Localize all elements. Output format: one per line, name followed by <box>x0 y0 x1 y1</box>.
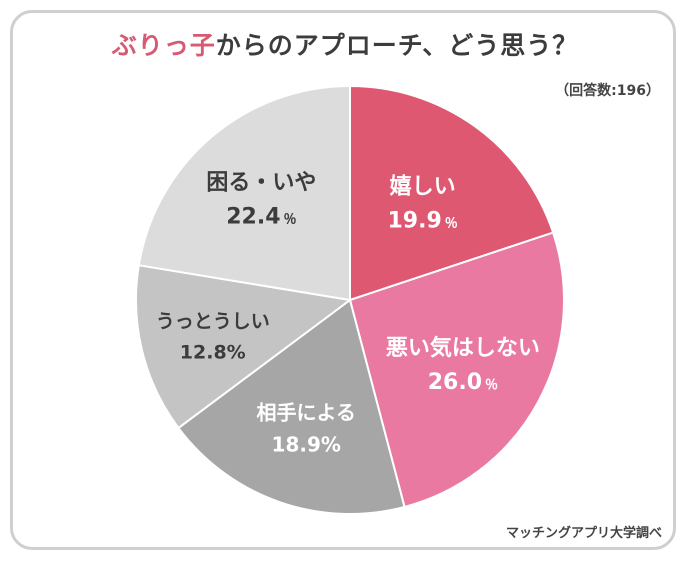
slice-value: 18.9% <box>272 432 341 456</box>
source-credit: マッチングアプリ大学調べ <box>505 526 662 541</box>
respondent-count: （回答数:196） <box>555 83 660 99</box>
pie-slice <box>137 84 351 302</box>
pie-slice <box>177 298 406 515</box>
slice-label: うっとうしい <box>156 310 270 332</box>
slice-label: 嬉しい <box>390 173 456 199</box>
slice-value: 12.8% <box>180 341 246 363</box>
slice-label: 悪い気はしない <box>386 335 540 361</box>
chart-title: ぶりっ子からのアプローチ、どう思う？ <box>0 26 690 62</box>
title-rest: からのアプローチ、どう思う？ <box>215 31 579 60</box>
title-highlight: ぶりっ子 <box>111 31 216 60</box>
slice-label: 相手による <box>257 400 356 424</box>
pie-slice <box>135 264 353 430</box>
pie-slice <box>349 84 555 302</box>
pie-slice <box>348 231 565 509</box>
slice-label: 困る・いや <box>206 171 316 196</box>
